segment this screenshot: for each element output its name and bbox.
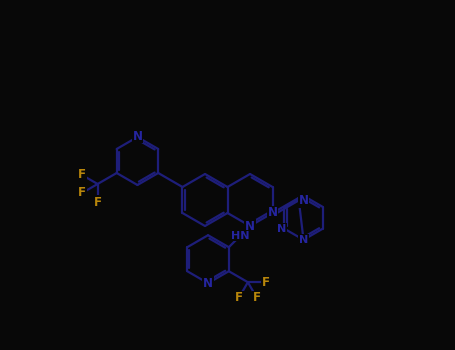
Text: N: N (268, 206, 278, 219)
Text: F: F (78, 168, 86, 182)
Text: N: N (277, 224, 286, 234)
Text: HN: HN (231, 231, 250, 240)
Text: N: N (203, 277, 213, 290)
Text: N: N (299, 235, 308, 245)
Text: F: F (253, 291, 261, 304)
Text: N: N (132, 130, 142, 142)
Text: N: N (245, 219, 255, 232)
Text: F: F (262, 276, 270, 289)
Text: F: F (94, 196, 101, 209)
Text: F: F (78, 187, 86, 199)
Text: N: N (298, 195, 308, 208)
Text: F: F (235, 291, 243, 304)
